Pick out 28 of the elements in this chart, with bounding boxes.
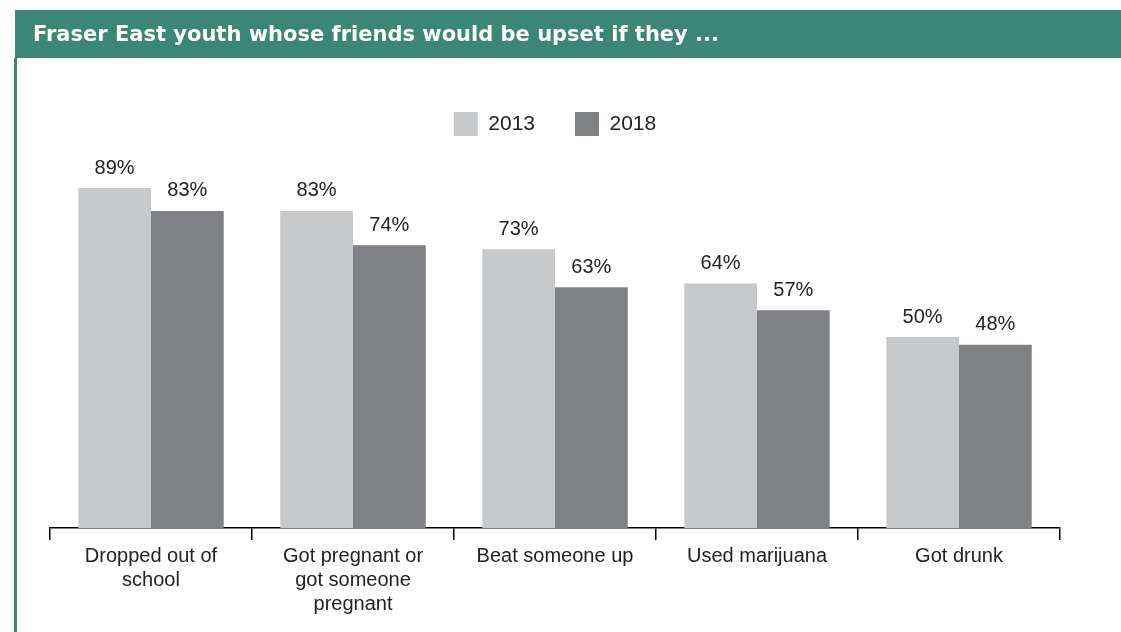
bar bbox=[353, 245, 426, 528]
legend-label: 2018 bbox=[609, 110, 657, 134]
data-label: 73% bbox=[498, 216, 539, 239]
x-tick-label: Got drunk bbox=[915, 543, 1004, 566]
bar bbox=[151, 210, 224, 528]
bar bbox=[684, 283, 757, 528]
x-tick-label: Dropped out of school bbox=[84, 543, 218, 590]
legend-label: 2013 bbox=[488, 110, 535, 134]
bar bbox=[959, 344, 1032, 528]
bar bbox=[280, 210, 353, 528]
data-label: 48% bbox=[975, 312, 1016, 335]
data-label: 64% bbox=[700, 251, 741, 274]
data-label: 83% bbox=[296, 178, 337, 201]
x-tick-label: Beat someone up bbox=[476, 543, 634, 566]
data-label: 74% bbox=[369, 212, 410, 235]
data-label: 63% bbox=[571, 254, 612, 277]
bar bbox=[757, 310, 830, 528]
data-label: 50% bbox=[902, 304, 943, 327]
bar bbox=[78, 188, 151, 528]
x-tick-label: Got pregnant or got someone pregnant bbox=[282, 543, 424, 614]
bar bbox=[482, 249, 555, 528]
bar bbox=[555, 287, 628, 528]
data-label: 83% bbox=[167, 178, 208, 201]
x-tick-label: Used marijuana bbox=[686, 543, 828, 566]
data-label: 89% bbox=[94, 155, 135, 178]
data-label: 57% bbox=[773, 277, 814, 300]
chart-title: Fraser East youth whose friends would be upset if they ... bbox=[15, 10, 1121, 58]
bar bbox=[886, 337, 959, 528]
